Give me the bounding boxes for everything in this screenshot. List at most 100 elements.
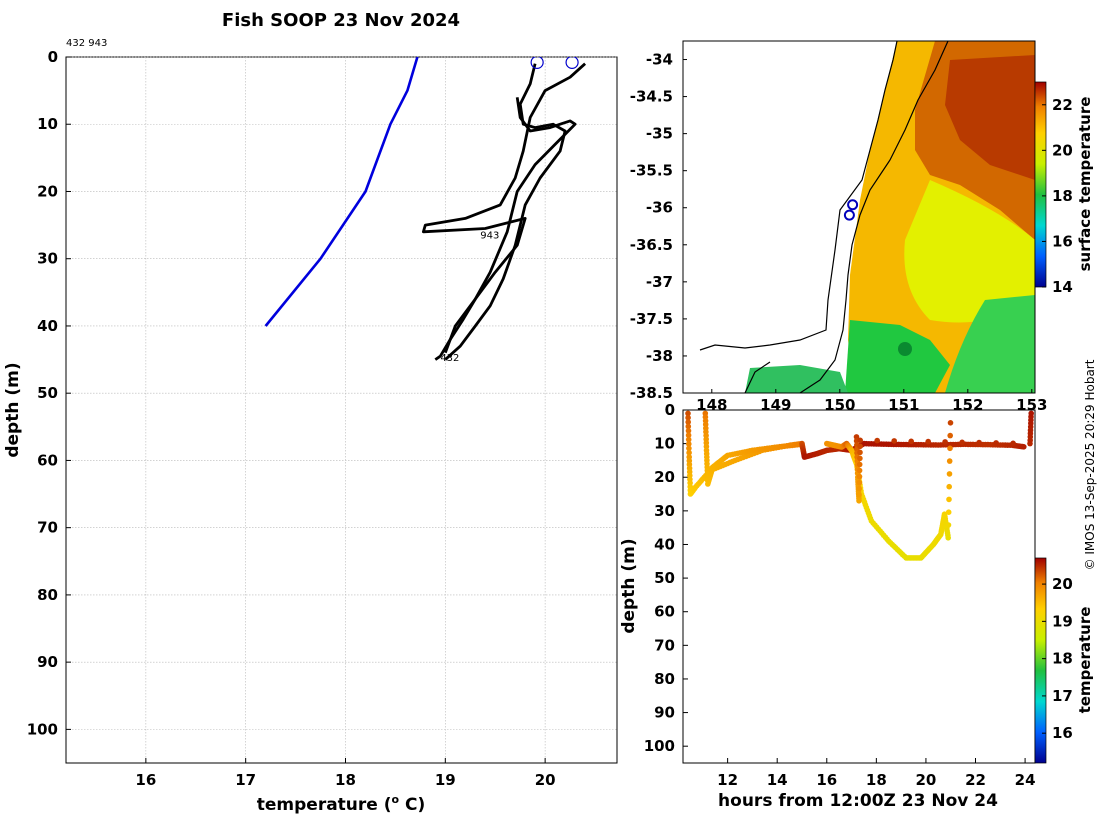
profile-y-ticks: 0 10 20 30 40 50 60 70 80 90 100 [27, 48, 71, 738]
temperature-colorbar-tick-label: 19 [1052, 612, 1073, 630]
temperature-colorbar: 16 17 18 19 20 temperature [1034, 557, 1094, 764]
sst-cold-spot [898, 342, 912, 356]
profile-y-tick-label: 0 [48, 48, 58, 66]
track-point [685, 423, 692, 430]
sst-core-inner [945, 55, 1035, 180]
sst-colorbar-ticks: 14 16 18 20 22 [1042, 96, 1073, 296]
profile-id-annotation: 432 943 [66, 38, 107, 49]
timeseries-x-tick-label: 18 [866, 771, 887, 789]
profile-y-tick-label: 40 [37, 317, 58, 335]
sst-colorbar-tick-label: 22 [1052, 96, 1073, 114]
track-point [685, 410, 691, 417]
profile-x-label: temperature (o C) [257, 793, 426, 815]
track-point [686, 445, 692, 452]
track-point [908, 438, 914, 445]
track-point [1021, 444, 1027, 450]
track-point [976, 439, 982, 446]
sst-colorbar-label: surface temperature [1076, 97, 1094, 272]
timeseries-y-tick-label: 30 [654, 502, 675, 520]
track-point [685, 436, 692, 443]
profile-y-tick-label: 90 [37, 653, 58, 671]
map-lat-tick-label: -37.5 [630, 310, 673, 328]
profile-y-tick-label: 80 [37, 586, 58, 604]
track-point [857, 443, 863, 450]
track-point [945, 535, 951, 541]
timeseries-ticks: 12 14 16 18 20 22 24 0 10 20 30 40 50 60 70 80 90 100 [644, 401, 1036, 789]
track-point [946, 496, 952, 503]
timeseries-y-tick-label: 100 [644, 737, 675, 755]
temperature-colorbar-tick-label: 17 [1052, 687, 1073, 705]
sst-colorbar-tick-label: 20 [1052, 141, 1073, 159]
profile-start-marker [530, 57, 544, 69]
profile-y-tick-label: 20 [37, 182, 58, 200]
shelf-contour [799, 41, 949, 393]
timeseries-x-tick-label: 16 [816, 771, 837, 789]
track-point [856, 479, 863, 486]
track-point [874, 437, 880, 444]
profile-labels: 943 432 [440, 231, 499, 364]
track-point [945, 522, 952, 528]
timeseries-x-label: hours from 12:00Z 23 Nov 24 [718, 791, 998, 811]
profile-x-ticks: 16 17 18 19 20 [135, 758, 556, 789]
track-point [857, 449, 863, 456]
track-point [857, 455, 863, 462]
profile-y-tick-label: 100 [27, 720, 58, 738]
map-lat-tick-label: -35.5 [630, 162, 673, 180]
timeseries-y-tick-label: 90 [654, 704, 675, 722]
track-point [1010, 440, 1016, 447]
temperature-colorbar-tick-label: 16 [1052, 724, 1073, 742]
sst-yellow-band [904, 180, 1035, 323]
track-point [993, 440, 999, 446]
track-point [685, 428, 692, 434]
timeseries-x-tick-label: 12 [717, 771, 738, 789]
bass-coast [744, 361, 771, 393]
track-point [946, 483, 952, 490]
credit-text: © IMOS 13-Sep-2025 20:29 Hobart [1083, 359, 1097, 570]
sst-colorbar-tick-label: 16 [1052, 232, 1073, 250]
map-lat-tick-label: -38.5 [630, 384, 673, 402]
track-point [946, 458, 953, 464]
figure-title: Fish SOOP 23 Nov 2024 [222, 10, 460, 31]
profile-x-tick-label: 17 [235, 771, 256, 789]
profile-x-tick-label: 20 [535, 771, 556, 789]
map-lat-tick-label: -37 [646, 273, 673, 291]
map-lat-tick-label: -38 [646, 347, 673, 365]
track-point [686, 441, 692, 447]
timeseries-y-tick-label: 50 [654, 569, 675, 587]
map-lat-tick-label: -36 [646, 199, 673, 217]
timeseries-x-tick-label: 14 [767, 771, 788, 789]
temperature-colorbar-scale [1034, 557, 1047, 764]
track-point [856, 467, 863, 474]
temperature-colorbar-tick-label: 20 [1052, 575, 1073, 593]
profile-start-marker [565, 57, 579, 69]
track-point [945, 509, 952, 515]
sst-colorbar-tick-label: 14 [1052, 278, 1073, 296]
timeseries-y-tick-label: 40 [654, 535, 675, 553]
timeseries-y-tick-label: 0 [665, 401, 675, 419]
temperature-colorbar-ticks: 16 17 18 19 20 [1042, 575, 1073, 742]
timeseries-x-tick-label: 24 [1015, 771, 1036, 789]
profile-x-tick-label: 18 [335, 771, 356, 789]
track-point [856, 498, 862, 504]
track-point [925, 438, 931, 445]
profile-x-tick-label: 19 [435, 771, 456, 789]
profile-series [264, 57, 587, 361]
timeseries-y-tick-label: 10 [654, 435, 675, 453]
timeseries-y-tick-label: 60 [654, 603, 675, 621]
timeseries-y-tick-label: 20 [654, 468, 675, 486]
sst-colorbar-tick-label: 18 [1052, 187, 1073, 205]
profile-x-tick-label: 16 [135, 771, 156, 789]
temperature-colorbar-label: temperature [1076, 607, 1094, 714]
map-lat-tick-label: -36.5 [630, 236, 673, 254]
track-point [856, 461, 863, 468]
track-point [947, 432, 953, 439]
track-point [942, 439, 948, 445]
profile-y-label: depth (m) [3, 362, 23, 457]
track-point [946, 471, 953, 477]
track-point [1028, 410, 1034, 417]
map-panel: -34 -34.5 -35 -35.5 -36 -36.5 -37 -37.5 -38 -38.5… [630, 40, 1094, 414]
map-lat-tick-label: -35 [646, 125, 673, 143]
sst-cool-southeast [945, 295, 1035, 393]
profile-grid [66, 56, 617, 763]
